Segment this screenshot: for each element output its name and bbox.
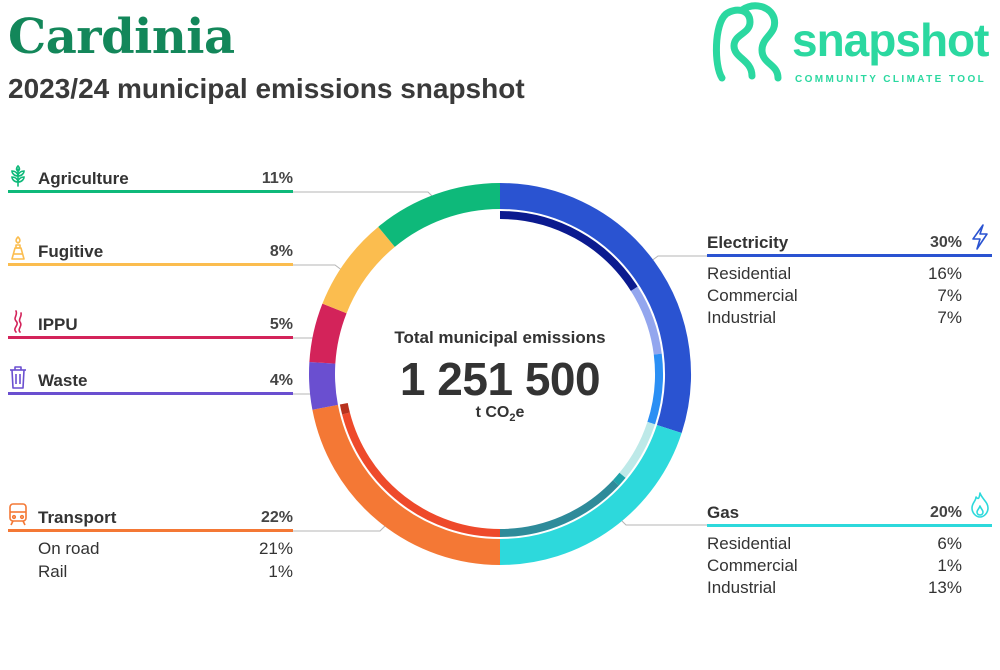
- category-label: Agriculture: [38, 169, 129, 188]
- category-underline: [8, 263, 293, 266]
- subcategory-percent: 13%: [927, 578, 962, 597]
- donut-subslice-transport-rail: [339, 403, 350, 415]
- donut-subslice-gas-commercial: [612, 472, 626, 486]
- subcategory-percent: 1%: [937, 556, 962, 575]
- category-agriculture: Agriculture 11%: [8, 163, 293, 195]
- donut-slice-waste: [309, 362, 338, 410]
- train-icon: [9, 503, 27, 526]
- category-fugitive: Fugitive 8%: [8, 236, 293, 268]
- bin-icon: [10, 366, 26, 389]
- category-underline: [707, 524, 992, 527]
- subcategory-percent: 6%: [937, 534, 962, 553]
- category-underline: [8, 336, 293, 339]
- wheat-icon: [11, 164, 25, 187]
- subcategory-label: Commercial: [707, 286, 798, 305]
- category-underline: [8, 392, 293, 395]
- category-label: IPPU: [38, 315, 78, 334]
- subcategory-label: Rail: [38, 562, 68, 581]
- center-total-value: 1 251 500: [399, 353, 601, 405]
- category-label: Transport: [38, 508, 117, 527]
- donut-subslice-gas-industrial: [499, 480, 619, 537]
- subcategory-label: Residential: [707, 264, 792, 283]
- subcategory-percent: 21%: [258, 539, 293, 558]
- leader-line-fugitive: [293, 264, 344, 272]
- category-electricity: Electricity 30%: [707, 224, 992, 259]
- category-percent: 11%: [261, 170, 293, 187]
- donut-subslice-transport-on-road: [342, 412, 501, 537]
- subcategory-label: Residential: [707, 534, 792, 553]
- subcategory-electricity-commercial: Commercial 7%: [707, 285, 962, 307]
- subcategory-gas-commercial: Commercial 1%: [707, 555, 962, 577]
- logo-tagline: COMMUNITY CLIMATE TOOL: [795, 74, 987, 85]
- category-percent: 8%: [269, 243, 293, 260]
- category-label: Electricity: [707, 233, 789, 252]
- page-subtitle: 2023/24 municipal emissions snapshot: [8, 73, 525, 104]
- category-underline: [8, 529, 293, 532]
- subcategory-label: Industrial: [707, 578, 776, 597]
- donut-subslice-gas-residential: [619, 421, 656, 478]
- category-underline: [707, 254, 992, 257]
- category-percent: 4%: [269, 372, 293, 389]
- category-ippu: IPPU 5%: [8, 309, 293, 341]
- snapshot-logo: snapshot COMMUNITY CLIMATE TOOL: [712, 0, 1000, 90]
- donut-subslice-electricity-commercial: [630, 286, 662, 355]
- category-underline: [8, 190, 293, 193]
- subcategory-percent: 1%: [268, 562, 293, 581]
- lightning-icon: [972, 224, 988, 250]
- category-percent: 30%: [929, 234, 962, 251]
- subcategory-transport-on-road: On road 21%: [38, 538, 293, 560]
- page-title: Cardinia: [8, 9, 235, 65]
- category-gas: Gas 20%: [707, 492, 992, 529]
- leader-line-waste: [293, 387, 325, 395]
- subcategory-label: Commercial: [707, 556, 798, 575]
- donut-slice-ippu: [309, 303, 347, 364]
- subcategory-percent: 7%: [937, 308, 962, 327]
- category-transport: Transport 22%: [8, 502, 293, 534]
- flame-icon: [971, 492, 989, 518]
- leader-line-transport: [293, 522, 389, 532]
- leader-line-gas: [617, 516, 707, 526]
- logo-wordmark: snapshot: [792, 14, 989, 66]
- smoke-icon: [14, 310, 22, 333]
- category-percent: 20%: [929, 504, 962, 521]
- subcategory-percent: 16%: [927, 264, 962, 283]
- leader-line-ippu: [293, 331, 327, 339]
- subcategory-electricity-industrial: Industrial 7%: [707, 307, 962, 329]
- category-label: Gas: [707, 503, 740, 522]
- donut-slice-gas: [499, 424, 682, 565]
- subcategory-percent: 7%: [937, 286, 962, 305]
- subcategory-transport-rail: Rail 1%: [38, 561, 293, 583]
- donut-slice-agriculture: [378, 183, 501, 248]
- donut-subslice-electricity-residential: [499, 211, 638, 291]
- subcategory-gas-industrial: Industrial 13%: [707, 577, 962, 599]
- subcategory-label: On road: [38, 539, 100, 558]
- subcategory-gas-residential: Residential 6%: [707, 533, 962, 555]
- center-total-unit: t CO2e: [475, 404, 525, 425]
- donut-slice-transport: [312, 404, 501, 565]
- center-total-label: Total municipal emissions: [394, 328, 606, 347]
- donut-subslice-electricity-industrial: [647, 353, 664, 425]
- category-waste: Waste 4%: [8, 365, 293, 397]
- category-percent: 5%: [269, 316, 293, 333]
- leader-line-electricity: [649, 255, 707, 263]
- flare-icon: [11, 236, 25, 260]
- category-label: Fugitive: [38, 242, 104, 261]
- donut-slice-fugitive: [322, 226, 396, 314]
- snapshot-logo-icon: [712, 2, 782, 82]
- subcategory-label: Industrial: [707, 308, 776, 327]
- category-percent: 22%: [260, 509, 293, 526]
- leader-line-agriculture: [293, 191, 435, 199]
- category-label: Waste: [38, 371, 88, 390]
- subcategory-electricity-residential: Residential 16%: [707, 263, 962, 285]
